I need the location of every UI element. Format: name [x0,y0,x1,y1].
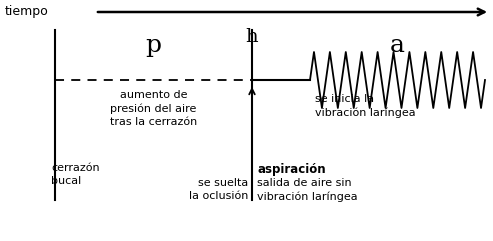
Text: h: h [246,28,258,46]
Text: salida de aire sin
vibración laríngea: salida de aire sin vibración laríngea [257,178,357,202]
Text: aumento de
presión del aire
tras la cerrazón: aumento de presión del aire tras la cerr… [110,90,197,127]
Text: a: a [390,34,405,57]
Text: se suelta
la oclusión: se suelta la oclusión [189,178,248,201]
Text: cerrazón
bucal: cerrazón bucal [51,163,100,186]
Text: tiempo: tiempo [5,6,49,19]
Text: aspiración: aspiración [257,163,325,176]
Text: p: p [145,34,162,57]
Text: se inicia la
vibración laríngea: se inicia la vibración laríngea [315,94,416,118]
